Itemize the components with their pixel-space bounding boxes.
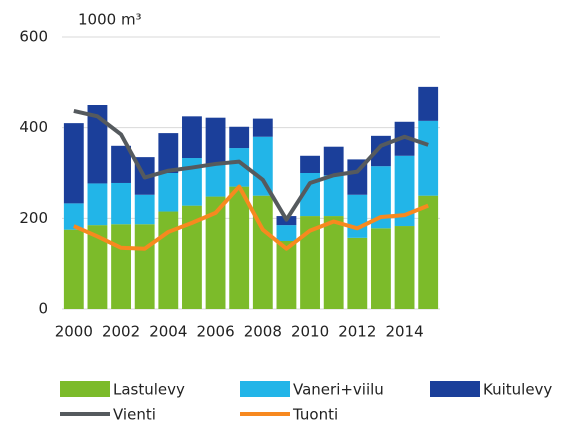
bar-segment [111,224,131,309]
bar-segment [158,133,179,173]
bar-segment [300,155,320,173]
legend-swatch [60,381,110,397]
x-tick-label: 2002 [102,323,140,341]
y-tick-label: 400 [19,118,48,136]
legend-label: Vaneri+viilu [293,381,384,399]
x-tick-label: 2006 [196,323,234,341]
bar-segment [111,182,131,225]
y-tick-label: 200 [19,209,48,227]
bar-segment [323,216,344,309]
x-tick-label: 2008 [244,323,282,341]
bar-segment [276,241,297,309]
bar-segment [229,148,250,187]
bar-segment [87,225,108,309]
bar-segment [323,175,344,217]
bar-segment [182,205,202,309]
x-tick-label: 2000 [55,323,93,341]
legend-label: Lastulevy [113,381,185,399]
legend-label: Tuonti [292,406,338,424]
bar-segment [205,117,226,164]
bar-segment [134,224,155,309]
line-series [73,184,429,251]
y-tick-label: 600 [19,28,48,46]
bar-segment [229,186,250,309]
bar-segment [371,228,391,309]
bar-segment [252,118,273,137]
bar-segment [418,86,439,121]
bar-segment [87,183,108,226]
bar-segment [205,163,226,197]
x-tick-label: 2004 [149,323,187,341]
bar-segment [418,120,439,196]
bar-segment [205,196,226,309]
bar-segment [87,105,108,184]
bar-segment [252,136,273,196]
legend-swatch [430,381,480,397]
bar-segment [182,116,202,159]
bar-segment [111,145,131,183]
line-series [73,108,429,222]
bar-segment [63,203,84,230]
bar-segment [158,173,179,212]
bar-segment [323,146,344,176]
bar-segment [347,194,368,238]
bar-segment [300,173,320,217]
legend-swatch [240,381,290,397]
bar-segment [63,229,84,309]
x-tick-label: 2014 [385,323,423,341]
bar-segment [158,211,179,309]
bar-segment [347,237,368,309]
legend-label: Vienti [113,406,156,424]
bar-segment [300,216,320,309]
bar-segment [252,195,273,309]
bar-segment [63,123,84,204]
bar-segment [229,126,250,149]
y-axis-label: 1000 m³ [78,11,142,29]
bar-segment [418,195,439,309]
bar-segment [371,166,391,229]
x-tick-label: 2010 [291,323,329,341]
bar-segment [134,194,155,225]
legend-label: Kuitulevy [483,381,552,399]
bar-segment [276,225,297,241]
bar-segment [394,226,415,309]
bar-segment [394,155,415,227]
x-tick-label: 2012 [338,323,376,341]
y-tick-label: 0 [38,300,48,318]
